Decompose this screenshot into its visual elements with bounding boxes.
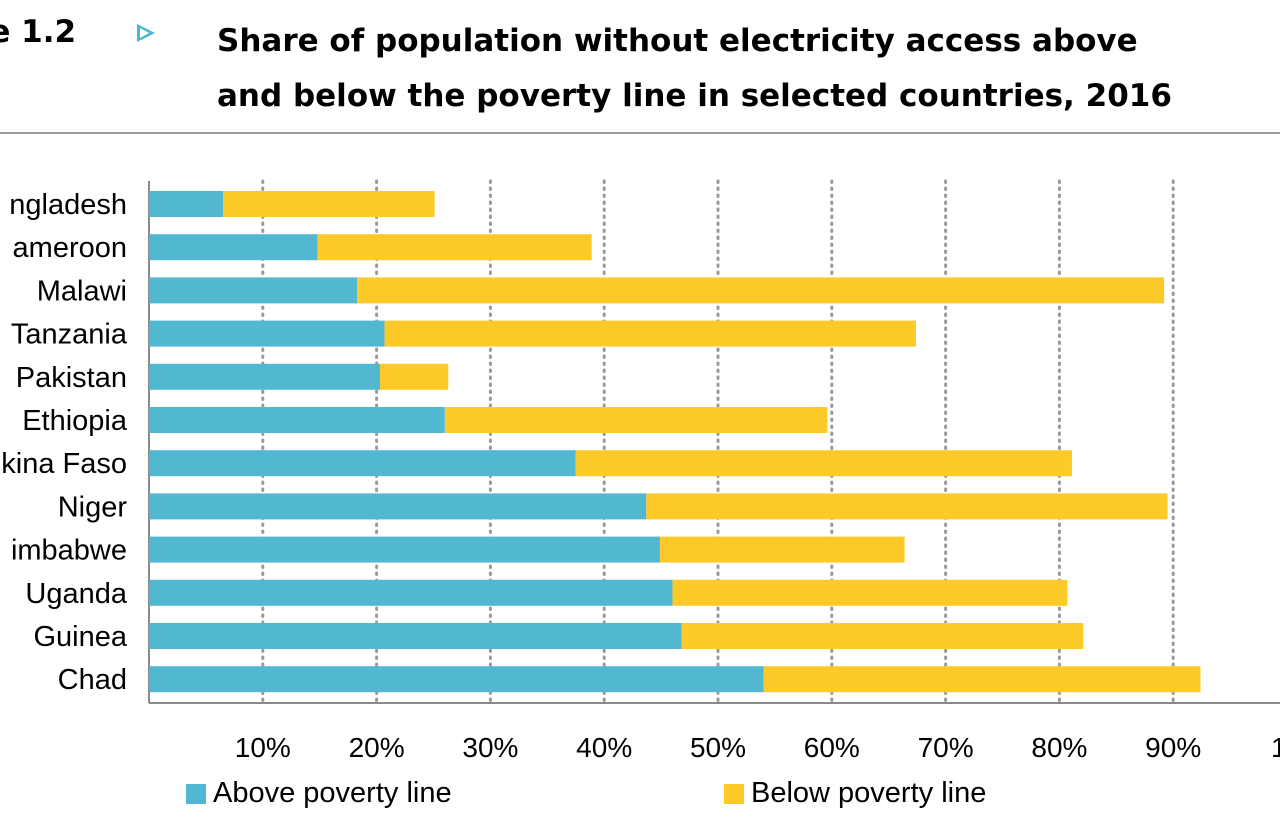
bar-above-8 [149,536,660,563]
bar-above-1 [149,234,318,261]
bar-below-8 [659,536,905,563]
category-label-9: Uganda [25,578,127,610]
category-label-11: Chad [58,664,127,696]
triangle-arrow-icon [137,24,155,42]
bar-below-2 [357,277,1165,304]
category-label-1: ameroon [13,232,127,264]
category-label-5: Ethiopia [22,405,128,437]
legend-item-above: Above poverty line [186,777,452,810]
chart-title-line-2: and below the poverty line in selected c… [217,78,1172,114]
bar-above-3 [149,320,385,347]
x-tick-label-30: 30% [462,732,518,760]
legend-swatch-above [186,783,206,804]
category-label-7: Niger [58,491,128,523]
category-label-10: Guinea [33,621,127,653]
bar-below-7 [646,493,1168,520]
bar-below-11 [763,666,1201,693]
category-label-2: Malawi [37,275,127,307]
x-tick-label-50: 50% [690,732,746,760]
x-tick-label-60: 60% [804,732,860,760]
bar-below-1 [317,234,592,261]
bar-above-4 [149,363,381,390]
category-label-8: imbabwe [11,535,127,567]
bar-below-6 [575,450,1072,477]
bar-above-5 [149,407,445,433]
title-divider [0,132,1280,134]
x-tick-label-80: 80% [1031,732,1087,760]
x-tick-label-70: 70% [918,732,974,760]
legend-item-below: Below poverty line [724,777,986,810]
bar-below-9 [672,579,1068,606]
bar-below-3 [384,320,917,347]
chart-title: Share of population without electricity … [217,14,1217,124]
chart-title-line-1: Share of population without electricity … [217,23,1138,59]
bar-above-2 [149,277,358,304]
legend-swatch-below [724,783,744,804]
x-tick-label-40: 40% [576,732,632,760]
figure-label: ure 1.2 [0,14,77,50]
x-tick-label-20: 20% [349,732,405,760]
legend-label-below: Below poverty line [751,777,987,809]
x-tick-label-90: 90% [1145,732,1201,760]
stacked-bar-chart: ngladesh ameroon Malawi Tanzania Pakistan Eth… [1,179,1280,760]
bar-below-10 [681,623,1084,649]
bar-below-0 [222,191,435,217]
bar-above-9 [149,579,673,606]
category-label-6: kina Faso [1,448,127,480]
x-tick-label-10: 10% [235,732,291,760]
category-label-4: Pakistan [16,362,127,394]
bar-above-10 [149,623,682,649]
bar-above-6 [149,450,576,477]
bar-above-11 [149,666,764,693]
bar-below-4 [380,363,449,390]
x-tick-label-100: 10 [1271,732,1280,760]
category-label-3: Tanzania [11,319,128,351]
category-label-0: ngladesh [9,189,127,221]
bar-above-0 [149,191,223,217]
bar-below-5 [444,407,828,433]
legend-label-above: Above poverty line [213,777,452,809]
bar-above-7 [149,493,647,520]
